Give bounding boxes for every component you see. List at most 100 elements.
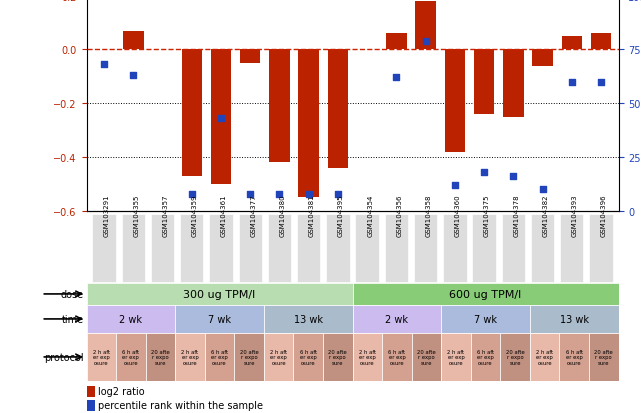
Point xyxy=(333,191,343,197)
Text: GSM104375: GSM104375 xyxy=(484,194,490,237)
Bar xyxy=(441,305,530,333)
Text: protocol: protocol xyxy=(44,352,84,362)
Text: 20 afte
r expo
sure: 20 afte r expo sure xyxy=(506,349,524,365)
FancyBboxPatch shape xyxy=(560,215,583,282)
Bar xyxy=(560,333,589,381)
Text: 600 ug TPM/l: 600 ug TPM/l xyxy=(449,289,522,299)
Bar xyxy=(175,333,204,381)
Bar xyxy=(382,333,412,381)
Text: 2 h aft
er exp
osure: 2 h aft er exp osure xyxy=(536,349,553,365)
Point xyxy=(216,116,226,122)
Text: 13 wk: 13 wk xyxy=(560,314,588,324)
Bar xyxy=(116,333,146,381)
Text: GSM104377: GSM104377 xyxy=(250,194,256,237)
Point xyxy=(596,79,606,86)
Bar xyxy=(123,31,144,50)
Text: 6 h aft
er exp
osure: 6 h aft er exp osure xyxy=(122,349,140,365)
Text: 6 h aft
er exp
osure: 6 h aft er exp osure xyxy=(477,349,494,365)
Text: GSM104360: GSM104360 xyxy=(455,194,461,237)
Bar xyxy=(294,333,323,381)
Bar xyxy=(87,333,116,381)
FancyBboxPatch shape xyxy=(151,215,174,282)
Point xyxy=(420,38,431,45)
FancyBboxPatch shape xyxy=(326,215,349,282)
Bar xyxy=(240,50,260,64)
Text: GSM104381: GSM104381 xyxy=(309,194,315,237)
Text: 20 afte
r expo
sure: 20 afte r expo sure xyxy=(417,349,436,365)
Point xyxy=(537,187,547,193)
Bar xyxy=(386,34,406,50)
Bar xyxy=(269,50,290,163)
Bar xyxy=(87,283,353,305)
Bar xyxy=(589,333,619,381)
Text: 2 h aft
er exp
osure: 2 h aft er exp osure xyxy=(181,349,199,365)
FancyBboxPatch shape xyxy=(268,215,291,282)
Bar xyxy=(87,400,94,411)
Text: 6 h aft
er exp
osure: 6 h aft er exp osure xyxy=(299,349,317,365)
Bar xyxy=(353,333,382,381)
FancyBboxPatch shape xyxy=(122,215,145,282)
Point xyxy=(187,191,197,197)
Bar xyxy=(87,305,175,333)
Text: GSM104361: GSM104361 xyxy=(221,194,227,237)
Bar xyxy=(530,333,560,381)
FancyBboxPatch shape xyxy=(385,215,408,282)
Bar xyxy=(474,50,494,115)
Text: 20 afte
r expo
sure: 20 afte r expo sure xyxy=(594,349,613,365)
Text: GSM104357: GSM104357 xyxy=(163,194,169,237)
Text: GSM104382: GSM104382 xyxy=(542,194,549,237)
FancyBboxPatch shape xyxy=(210,215,233,282)
Text: dose: dose xyxy=(61,289,84,299)
Text: percentile rank within the sample: percentile rank within the sample xyxy=(97,400,263,410)
Text: 20 afte
r expo
sure: 20 afte r expo sure xyxy=(151,349,170,365)
Text: GSM104359: GSM104359 xyxy=(192,194,198,237)
Bar xyxy=(146,333,175,381)
Point xyxy=(245,191,255,197)
Bar xyxy=(441,333,470,381)
Text: 7 wk: 7 wk xyxy=(474,314,497,324)
Bar xyxy=(415,2,436,50)
Text: 300 ug TPM/l: 300 ug TPM/l xyxy=(183,289,256,299)
Bar xyxy=(181,50,202,176)
Text: time: time xyxy=(62,314,84,324)
Point xyxy=(450,182,460,189)
Bar xyxy=(470,333,501,381)
Bar xyxy=(445,50,465,152)
Text: 2 wk: 2 wk xyxy=(119,314,142,324)
FancyBboxPatch shape xyxy=(472,215,495,282)
FancyBboxPatch shape xyxy=(531,215,554,282)
Text: GSM104395: GSM104395 xyxy=(338,194,344,237)
Text: GSM104355: GSM104355 xyxy=(133,195,139,237)
FancyBboxPatch shape xyxy=(502,215,525,282)
Point xyxy=(304,191,314,197)
Bar xyxy=(175,305,264,333)
Point xyxy=(274,191,285,197)
FancyBboxPatch shape xyxy=(238,215,262,282)
Bar xyxy=(562,37,582,50)
Bar xyxy=(503,50,524,117)
Text: GSM104380: GSM104380 xyxy=(279,194,285,237)
Point xyxy=(508,174,519,180)
FancyBboxPatch shape xyxy=(589,215,613,282)
Text: 2 h aft
er exp
osure: 2 h aft er exp osure xyxy=(447,349,465,365)
Text: 7 wk: 7 wk xyxy=(208,314,231,324)
Bar xyxy=(264,305,353,333)
Text: 6 h aft
er exp
osure: 6 h aft er exp osure xyxy=(565,349,583,365)
Text: 2 h aft
er exp
osure: 2 h aft er exp osure xyxy=(359,349,376,365)
Text: 13 wk: 13 wk xyxy=(294,314,322,324)
Text: GSM104393: GSM104393 xyxy=(572,194,578,237)
Bar xyxy=(591,34,612,50)
Text: 6 h aft
er exp
osure: 6 h aft er exp osure xyxy=(388,349,406,365)
Bar xyxy=(353,283,619,305)
Bar xyxy=(87,386,94,397)
FancyBboxPatch shape xyxy=(443,215,467,282)
Text: GSM104358: GSM104358 xyxy=(426,194,431,237)
Bar xyxy=(211,50,231,185)
Text: 2 wk: 2 wk xyxy=(385,314,408,324)
Bar xyxy=(501,333,530,381)
Bar xyxy=(328,50,348,169)
Bar xyxy=(264,333,294,381)
Text: log2 ratio: log2 ratio xyxy=(97,386,144,396)
Text: 2 h aft
er exp
osure: 2 h aft er exp osure xyxy=(270,349,287,365)
Bar xyxy=(204,333,235,381)
